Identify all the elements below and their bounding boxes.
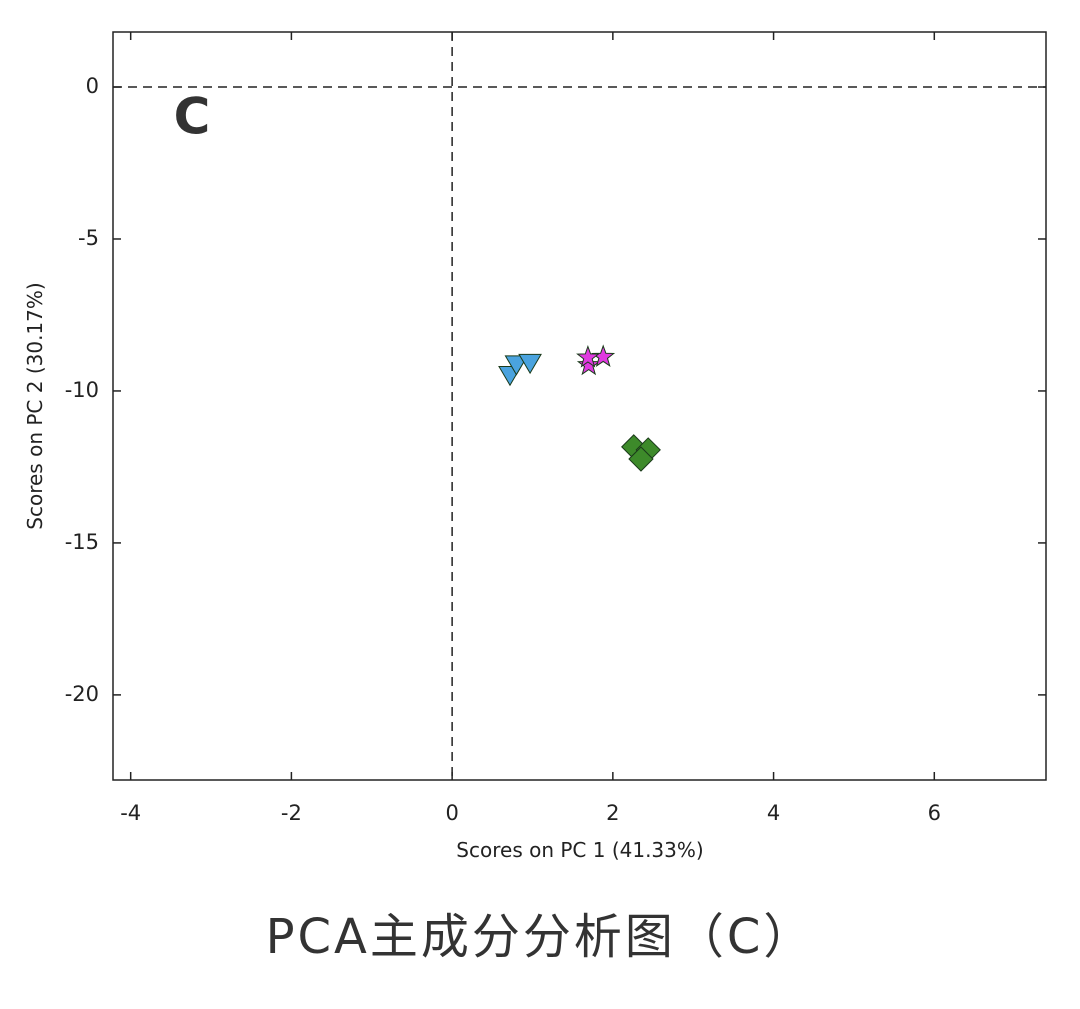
x-tick-label: 6 <box>928 801 941 825</box>
panel-label: C <box>174 88 211 146</box>
data-point <box>504 355 529 376</box>
x-tick-label: 0 <box>445 801 458 825</box>
data-point <box>576 345 600 368</box>
data-point <box>591 344 616 367</box>
data-point <box>628 446 654 472</box>
x-tick-label: 4 <box>767 801 780 825</box>
x-tick-label: -2 <box>281 801 302 825</box>
y-axis-label: Scores on PC 2 (30.17%) <box>23 282 47 529</box>
y-tick-label: -15 <box>65 530 99 554</box>
y-tick-label: -5 <box>78 226 99 250</box>
x-tick-label: -4 <box>120 801 141 825</box>
x-axis-label: Scores on PC 1 (41.33%) <box>456 838 703 862</box>
data-point <box>576 352 601 376</box>
x-tick-label: 2 <box>606 801 619 825</box>
data-point <box>518 353 542 375</box>
caption: PCA主成分分析图（C） <box>266 909 815 965</box>
plot-frame <box>112 31 1047 781</box>
y-tick-label: -10 <box>65 378 99 402</box>
y-tick-label: -20 <box>65 682 99 706</box>
y-tick-label: 0 <box>86 74 99 98</box>
